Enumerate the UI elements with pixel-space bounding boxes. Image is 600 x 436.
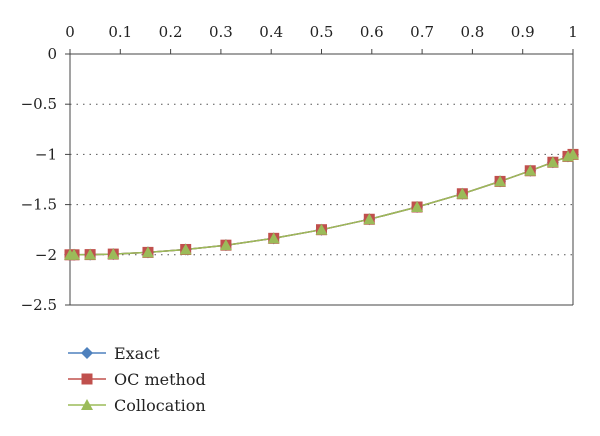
x-tick-label: 0.9 (511, 23, 535, 41)
x-tick-label: 0.1 (108, 23, 132, 41)
series-line-oc-method (70, 153, 574, 256)
data-point-collocation (567, 148, 579, 160)
legend-marker-exact (81, 347, 93, 359)
series-line-collocation (70, 153, 574, 256)
y-tick-label: 0 (47, 45, 57, 63)
data-point-collocation (68, 248, 81, 260)
y-tick-label: −2.5 (21, 296, 57, 314)
data-point-collocation (315, 223, 328, 235)
chart: 0 0.1 0.2 0.3 0.4 0.5 0.6 0.7 0.8 0.9 1 0 −0.5 −1 −1.… (21, 23, 579, 314)
legend: Exact OC method Collocation (68, 340, 206, 418)
x-tick-label: 0.5 (310, 23, 334, 41)
x-tick-label: 0.4 (259, 23, 283, 41)
data-point-collocation (179, 243, 192, 255)
y-tick-label: −1.5 (21, 196, 57, 214)
y-tick-label: −2 (35, 246, 57, 264)
data-point-collocation (411, 201, 424, 213)
data-point-collocation (107, 248, 120, 260)
x-tick-label: 0.3 (209, 23, 233, 41)
legend-label-exact: Exact (114, 343, 160, 363)
legend-item-collocation: Collocation (68, 392, 206, 418)
x-tick-label: 0.8 (460, 23, 484, 41)
x-tick-label: 1 (568, 23, 578, 41)
legend-marker-collocation (81, 399, 93, 410)
data-point-collocation (494, 175, 507, 187)
legend-item-exact: Exact (68, 340, 206, 366)
data-point-collocation (141, 246, 154, 258)
y-tick-label: −1 (35, 145, 57, 163)
x-tick-label: 0.6 (360, 23, 384, 41)
data-point-collocation (524, 164, 537, 176)
series-lines (70, 153, 574, 256)
legend-item-oc-method: OC method (68, 366, 206, 392)
legend-swatch-exact (68, 347, 106, 359)
series-markers (64, 148, 579, 261)
legend-swatch-collocation (68, 399, 106, 410)
x-tick-label: 0.2 (159, 23, 183, 41)
x-tick-labels: 0 0.1 0.2 0.3 0.4 0.5 0.6 0.7 0.8 0.9 1 (65, 23, 578, 41)
data-point-collocation (363, 213, 376, 225)
y-tick-labels: 0 −0.5 −1 −1.5 −2 −2.5 (21, 45, 57, 314)
data-point-collocation (84, 248, 97, 260)
x-tick-label: 0 (65, 23, 75, 41)
axes (65, 49, 574, 306)
series-line-exact (70, 153, 574, 256)
legend-label-collocation: Collocation (114, 395, 206, 415)
data-point-collocation (219, 239, 232, 251)
data-point-collocation (456, 187, 469, 199)
y-tick-label: −0.5 (21, 95, 57, 113)
legend-label-oc-method: OC method (114, 369, 206, 389)
legend-marker-oc-method (81, 373, 93, 385)
x-tick-label: 0.7 (410, 23, 434, 41)
legend-swatch-oc-method (68, 373, 106, 385)
data-point-collocation (267, 232, 280, 244)
data-point-collocation (546, 156, 559, 168)
